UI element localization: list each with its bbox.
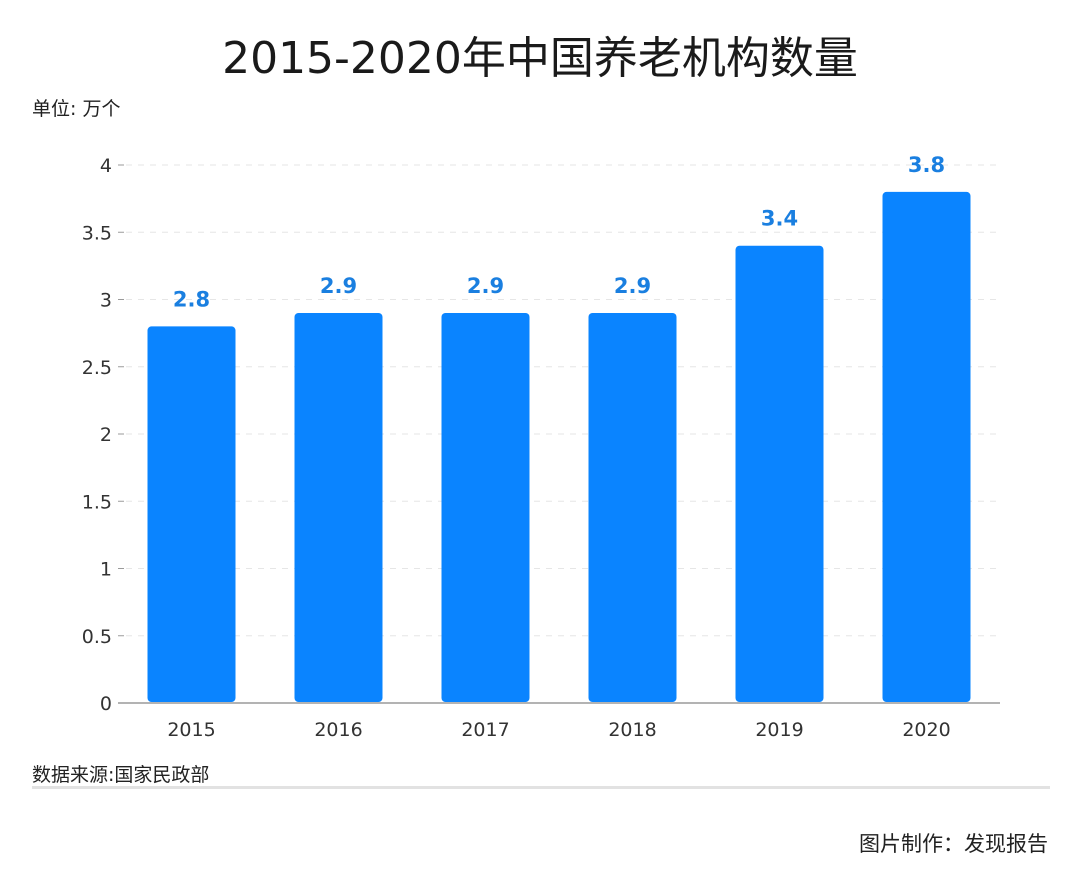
data-label-2015: 2.8	[173, 287, 210, 311]
x-tick-label: 2017	[461, 719, 509, 741]
bar-chart: 0 0.5 1 1.5 2 2.5 3 3.5 4 2.8 2.9 2.9 2.9 3.4 3.8 201…	[82, 153, 1000, 741]
bar-2015	[147, 326, 236, 702]
data-labels: 2.8 2.9 2.9 2.9 3.4 3.8	[173, 153, 945, 312]
grid-lines	[126, 164, 1000, 637]
y-tick-label: 1	[100, 559, 112, 581]
unit-label: 单位: 万个	[32, 98, 121, 120]
x-axis-ticks: 2015 2016 2017 2018 2019 2020	[167, 719, 950, 741]
x-tick-label: 2016	[314, 719, 362, 741]
data-label-2020: 3.8	[908, 153, 945, 177]
y-tick-label: 2.5	[82, 357, 112, 379]
bar-2019	[735, 245, 824, 702]
y-tick-label: 4	[100, 155, 112, 177]
credit-note: 图片制作：发现报告	[859, 832, 1048, 856]
y-tick-label: 1.5	[82, 491, 112, 513]
x-tick-label: 2015	[167, 719, 215, 741]
x-tick-label: 2020	[902, 719, 950, 741]
y-tick-label: 0.5	[82, 626, 112, 648]
y-tick-label: 2	[100, 424, 112, 446]
chart-title: 2015-2020年中国养老机构数量	[222, 33, 858, 84]
x-tick-label: 2018	[608, 719, 656, 741]
y-tick-label: 3	[100, 290, 112, 312]
x-tick-label: 2019	[755, 719, 803, 741]
bar-2017	[441, 312, 530, 702]
bar-2016	[294, 312, 383, 702]
source-note: 数据来源:国家民政部	[32, 764, 210, 786]
y-axis-ticks: 0 0.5 1 1.5 2 2.5 3 3.5 4	[82, 155, 124, 715]
data-label-2017: 2.9	[467, 274, 504, 298]
data-label-2018: 2.9	[614, 274, 651, 298]
y-tick-label: 3.5	[82, 222, 112, 244]
bar-2018	[588, 312, 677, 702]
bar-2020	[882, 191, 971, 702]
data-label-2019: 3.4	[761, 207, 798, 231]
bars	[147, 191, 971, 702]
source-divider	[32, 786, 1050, 789]
data-label-2016: 2.9	[320, 274, 357, 298]
y-tick-label: 0	[100, 693, 112, 715]
